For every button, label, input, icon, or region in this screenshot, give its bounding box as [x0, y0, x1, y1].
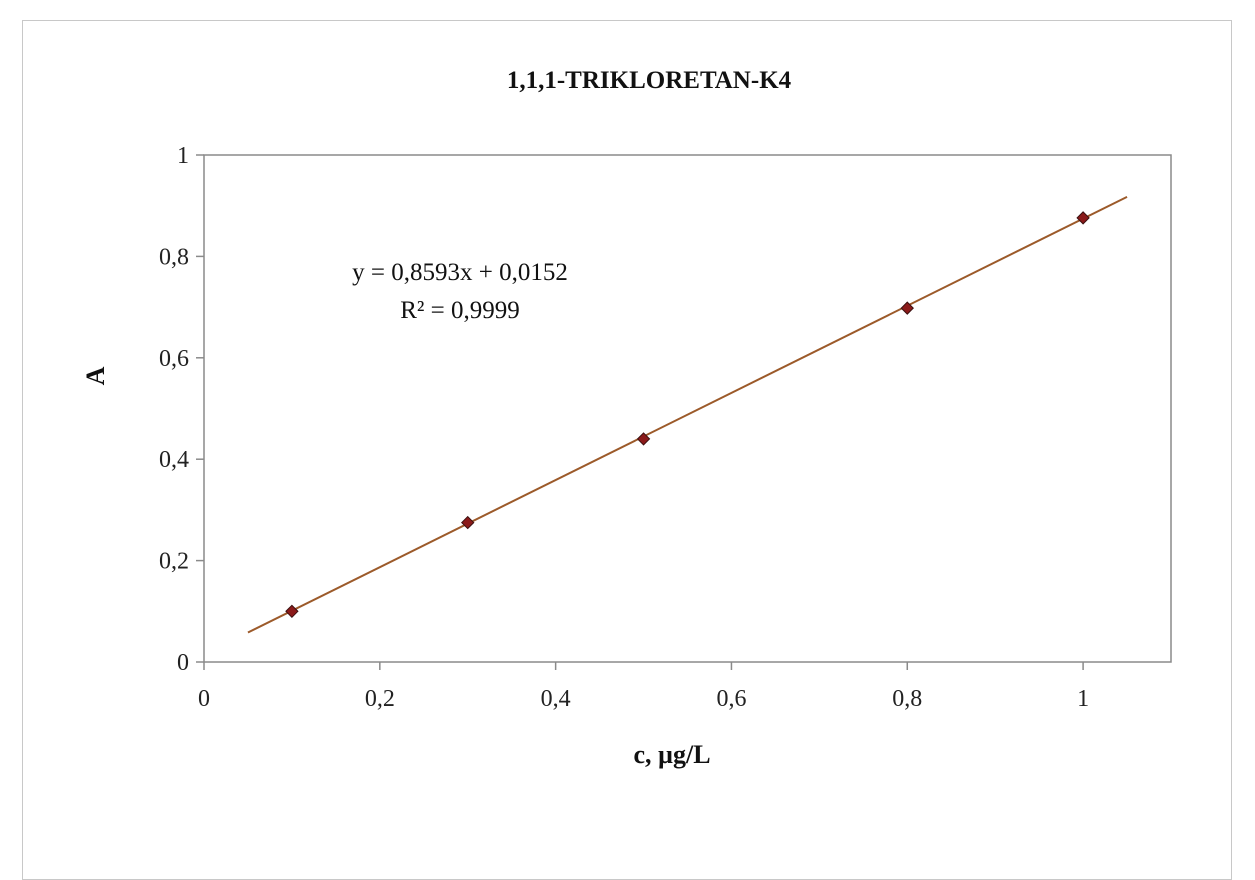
y-tick-label: 0,4	[159, 447, 189, 473]
x-tick-label: 0,4	[541, 686, 571, 712]
data-point	[1076, 211, 1090, 225]
trendline-equation: y = 0,8593x + 0,0152	[352, 259, 568, 286]
data-point	[285, 604, 299, 619]
data-point	[900, 301, 914, 315]
data-point	[636, 432, 651, 446]
x-tick-label: 0,8	[892, 686, 922, 712]
x-tick-label: 0	[198, 686, 210, 712]
y-tick-label: 0,8	[159, 244, 189, 270]
r-squared-label: R² = 0,9999	[400, 297, 520, 324]
y-tick-label: 0,2	[159, 549, 189, 575]
y-tick-label: 0,6	[159, 346, 189, 372]
x-axis-label: c, µg/L	[633, 740, 710, 769]
x-tick-label: 0,2	[365, 686, 395, 712]
plot-area	[203, 154, 1172, 663]
y-tick-label: 1	[177, 143, 189, 169]
chart-title: 1,1,1-TRIKLORETAN-K4	[507, 67, 792, 94]
y-axis-ticks: 0 0,2 0,4 0,6 0,8 1	[159, 143, 204, 676]
x-tick-label: 1	[1077, 686, 1089, 712]
y-axis-label: A	[81, 366, 110, 385]
x-tick-label: 0,6	[716, 686, 746, 712]
data-point	[461, 515, 475, 530]
y-tick-label: 0	[177, 650, 189, 676]
linear-trendline	[247, 195, 1128, 634]
x-axis-ticks: 0 0,2 0,4 0,6 0,8 1	[198, 662, 1089, 712]
data-points	[285, 211, 1090, 619]
